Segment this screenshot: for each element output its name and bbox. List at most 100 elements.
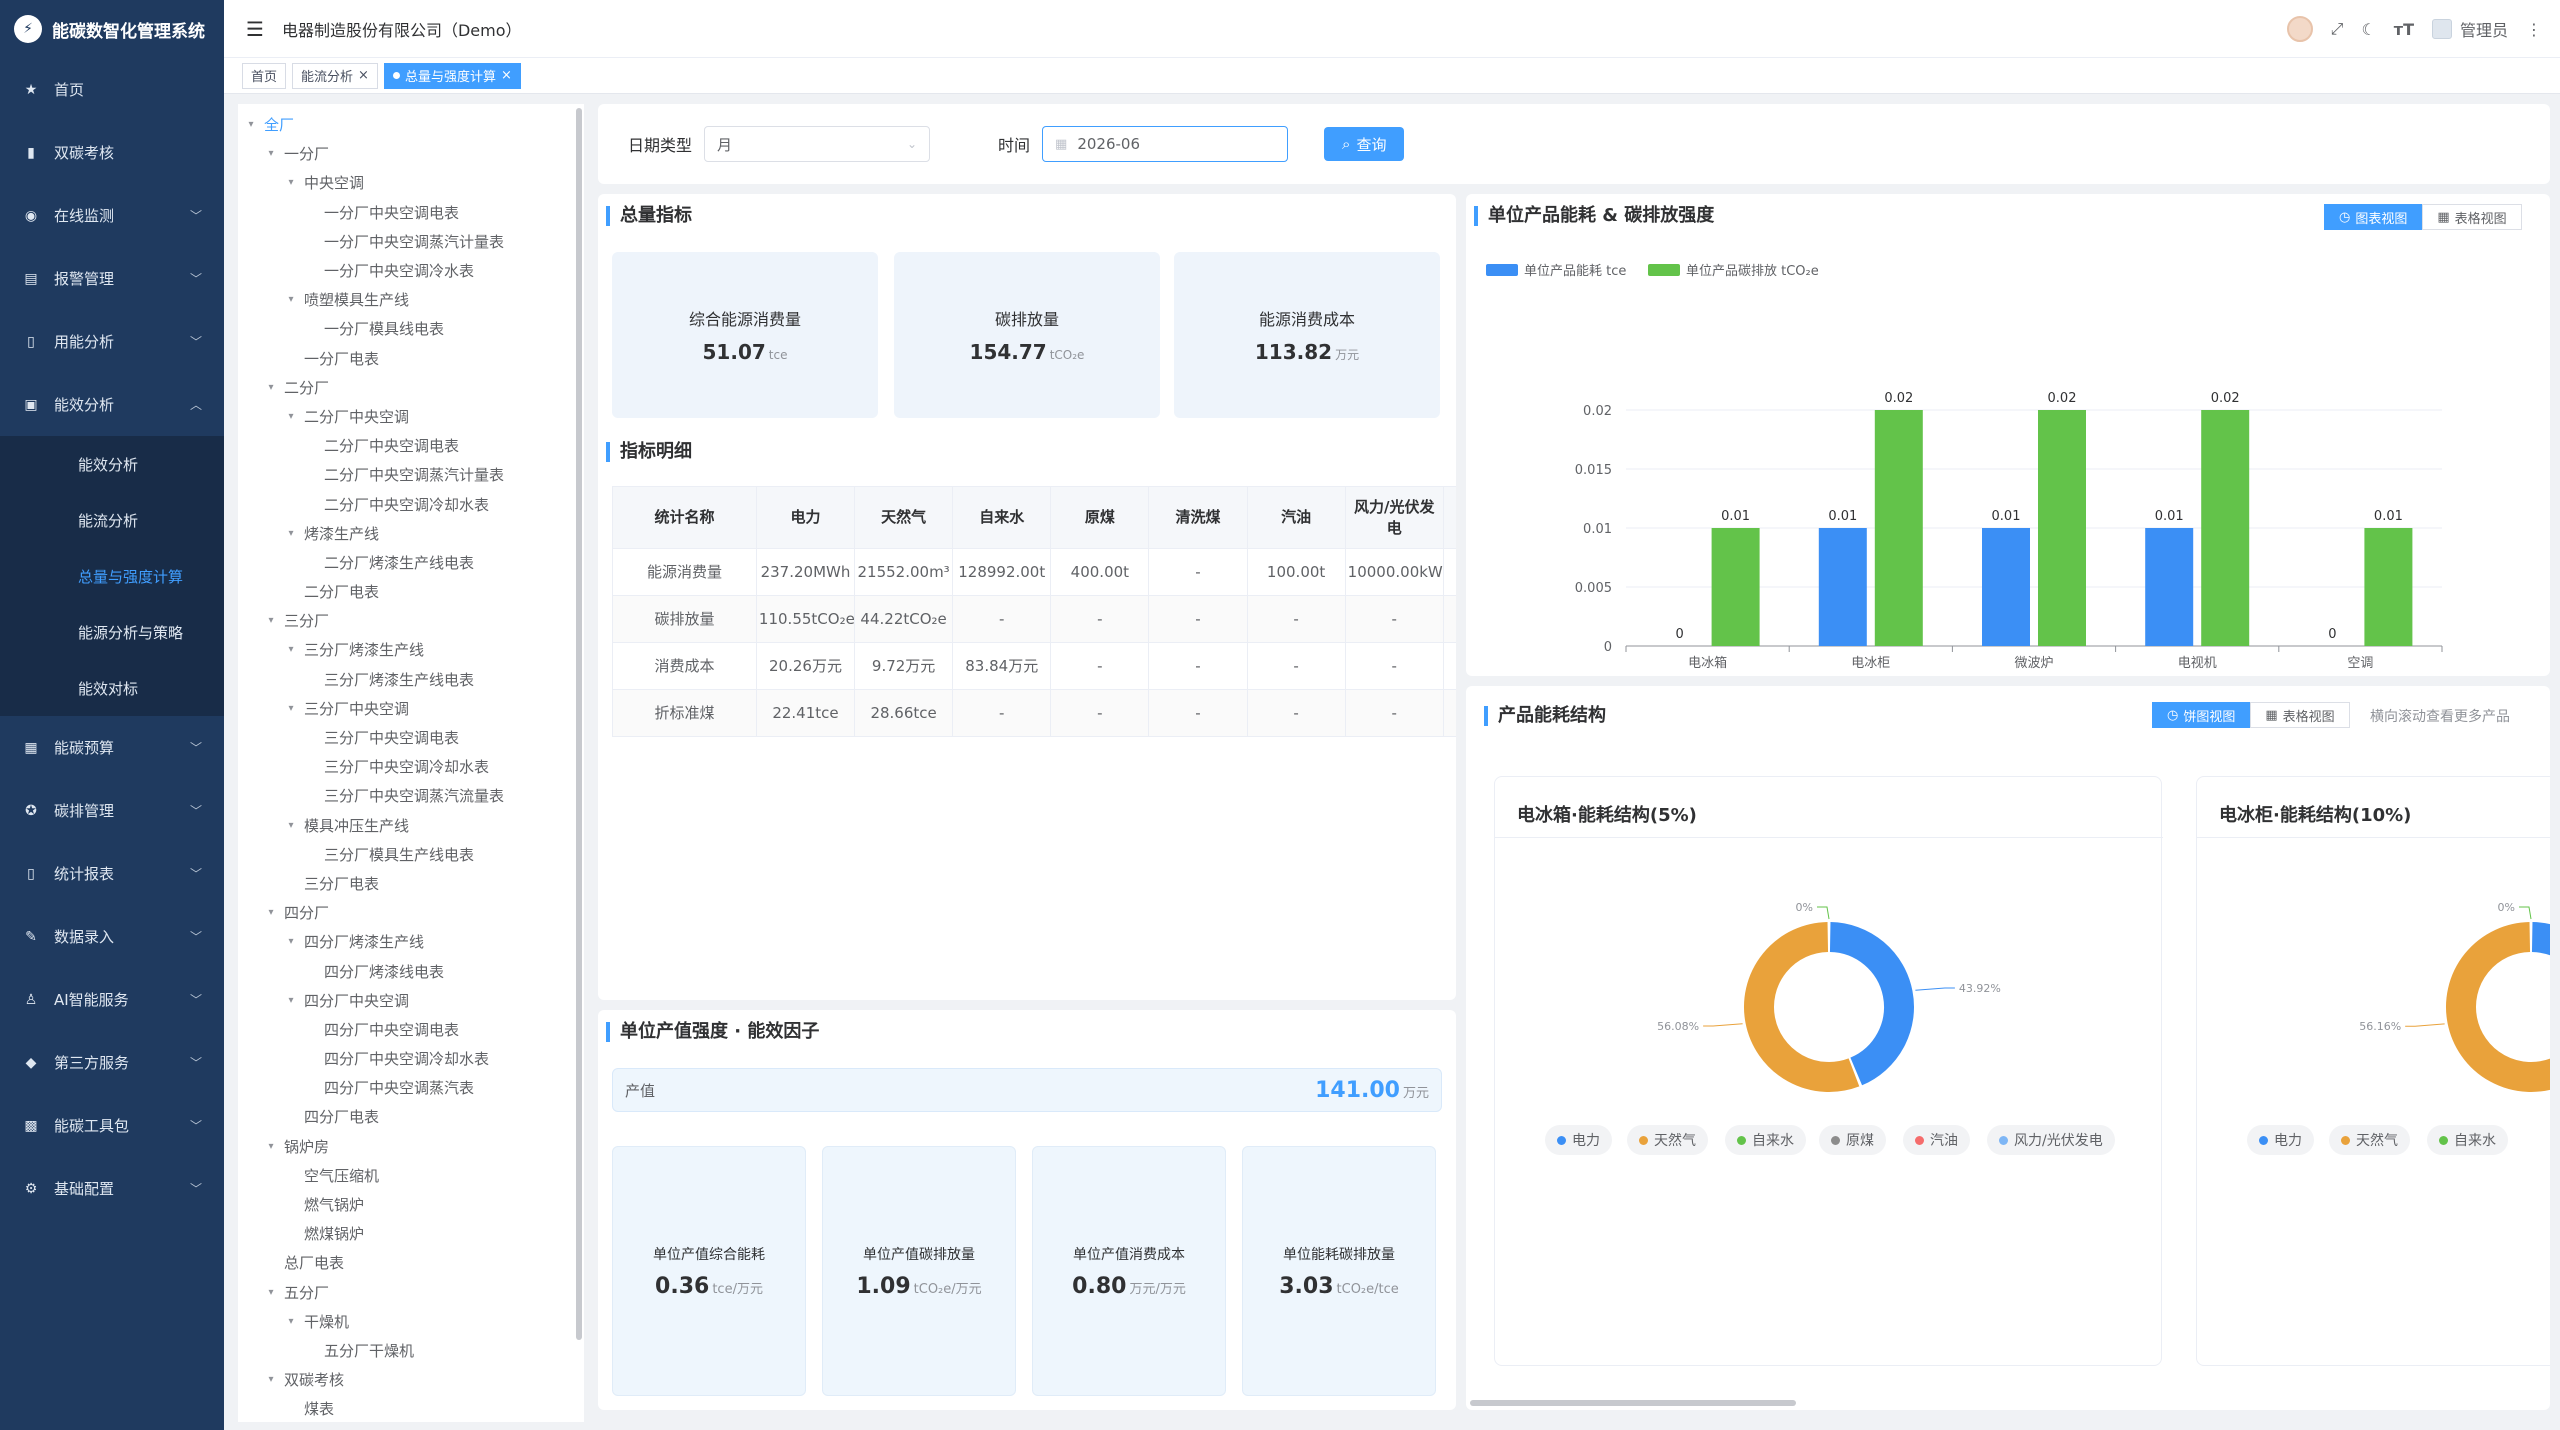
hamburger-icon[interactable]: ☰ bbox=[246, 16, 264, 41]
tree-node[interactable]: 一分厂中央空调冷水表 bbox=[238, 256, 584, 285]
table-view-button[interactable]: ▦ 表格视图 bbox=[2250, 702, 2350, 728]
submenu-item[interactable]: 能效分析 bbox=[78, 455, 139, 474]
tree-node[interactable]: 三分厂烤漆生产线电表 bbox=[238, 665, 584, 694]
submenu-item[interactable]: 能流分析 bbox=[78, 511, 139, 530]
close-icon[interactable]: × bbox=[358, 68, 369, 83]
submenu-item[interactable]: 总量与强度计算 bbox=[78, 567, 184, 586]
tree-node[interactable]: ▾ 烤漆生产线 bbox=[238, 519, 584, 548]
tree-node[interactable]: ▾ 中央空调 bbox=[238, 168, 584, 197]
tree-node[interactable]: ▾ 模具冲压生产线 bbox=[238, 811, 584, 840]
time-picker[interactable]: ▦ 2026-06 bbox=[1042, 126, 1289, 162]
tree-node[interactable]: 空气压缩机 bbox=[238, 1161, 584, 1190]
tree-node[interactable]: ▾ 喷塑模具生产线 bbox=[238, 285, 584, 314]
tree-node[interactable]: ▾ 三分厂 bbox=[238, 606, 584, 635]
tree-node[interactable]: ▾ 双碳考核 bbox=[238, 1365, 584, 1394]
tree-node[interactable]: 燃煤锅炉 bbox=[238, 1219, 584, 1248]
query-button[interactable]: ⌕ 查询 bbox=[1324, 127, 1405, 161]
caret-down-icon[interactable]: ▾ bbox=[268, 381, 274, 393]
caret-down-icon[interactable]: ▾ bbox=[268, 907, 274, 919]
tree-node[interactable]: 二分厂中央空调冷却水表 bbox=[238, 489, 584, 518]
tree-node[interactable]: 三分厂中央空调冷却水表 bbox=[238, 752, 584, 781]
caret-down-icon[interactable]: ▾ bbox=[248, 119, 254, 131]
tab-home[interactable]: 首页 bbox=[242, 62, 287, 89]
horizontal-scrollbar[interactable] bbox=[1470, 1400, 1796, 1406]
tree-node[interactable]: 四分厂电表 bbox=[238, 1102, 584, 1131]
caret-down-icon[interactable]: ▾ bbox=[288, 527, 294, 539]
tree-node[interactable]: 三分厂中央空调电表 bbox=[238, 723, 584, 752]
tree-node[interactable]: 四分厂中央空调冷却水表 bbox=[238, 1044, 584, 1073]
legend-chip[interactable]: 电力 bbox=[1545, 1125, 1612, 1155]
tree-node[interactable]: ▾ 一分厂 bbox=[238, 139, 584, 168]
caret-down-icon[interactable]: ▾ bbox=[268, 615, 274, 627]
tree-node[interactable]: 煤表 bbox=[238, 1394, 584, 1422]
tree-node[interactable]: ▾ 四分厂中央空调 bbox=[238, 986, 584, 1015]
tree-node[interactable]: 四分厂中央空调电表 bbox=[238, 1015, 584, 1044]
tree-node[interactable]: ▾ 二分厂中央空调 bbox=[238, 402, 584, 431]
legend-chip[interactable]: 自来水 bbox=[1725, 1125, 1806, 1155]
caret-down-icon[interactable]: ▾ bbox=[268, 1374, 274, 1386]
sidebar-item[interactable]: ▩ 能碳工具包 ﹀ bbox=[0, 1094, 224, 1157]
more-vertical-icon[interactable]: ⋮ bbox=[2526, 19, 2542, 39]
caret-down-icon[interactable]: ▾ bbox=[288, 644, 294, 656]
caret-down-icon[interactable]: ▾ bbox=[288, 410, 294, 422]
close-icon[interactable]: × bbox=[500, 68, 512, 83]
tree-node[interactable]: 二分厂烤漆生产线电表 bbox=[238, 548, 584, 577]
sidebar-item[interactable]: ▤ 报警管理 ﹀ bbox=[0, 247, 224, 310]
tree-node[interactable]: 三分厂中央空调蒸汽流量表 bbox=[238, 781, 584, 810]
tree-node[interactable]: 一分厂电表 bbox=[238, 344, 584, 373]
legend-chip[interactable]: 汽油 bbox=[1903, 1125, 1970, 1155]
sidebar-item[interactable]: ✪ 碳排管理 ﹀ bbox=[0, 779, 224, 842]
sidebar-item[interactable]: ◆ 第三方服务 ﹀ bbox=[0, 1031, 224, 1094]
tree-node[interactable]: 四分厂中央空调蒸汽表 bbox=[238, 1073, 584, 1102]
tree-node[interactable]: 三分厂模具生产线电表 bbox=[238, 840, 584, 869]
sidebar-item[interactable]: ★ 首页 bbox=[0, 58, 224, 121]
sidebar-item[interactable]: ▮ 双碳考核 bbox=[0, 121, 224, 184]
tree-node[interactable]: 一分厂模具线电表 bbox=[238, 314, 584, 343]
sidebar-item[interactable]: ⚙ 基础配置 ﹀ bbox=[0, 1157, 224, 1220]
legend-chip[interactable]: 风力/光伏发电 bbox=[1987, 1125, 2115, 1155]
date-type-select[interactable]: 月 ⌄ bbox=[704, 126, 931, 162]
legend-chip[interactable]: 天然气 bbox=[2329, 1125, 2410, 1155]
legend-chip[interactable]: 天然气 bbox=[1627, 1125, 1708, 1155]
caret-down-icon[interactable]: ▾ bbox=[288, 819, 294, 831]
tree-scrollbar[interactable] bbox=[576, 108, 582, 1340]
caret-down-icon[interactable]: ▾ bbox=[288, 177, 294, 189]
tree-node[interactable]: ▾ 全厂 bbox=[238, 110, 584, 139]
pie-view-button[interactable]: ◷ 饼图视图 bbox=[2152, 702, 2251, 728]
tree-node[interactable]: 一分厂中央空调电表 bbox=[238, 198, 584, 227]
legend-chip[interactable]: 原煤 bbox=[1819, 1125, 1886, 1155]
font-size-icon[interactable]: ᴛT bbox=[2393, 19, 2414, 39]
sidebar-item[interactable]: ▯ 统计报表 ﹀ bbox=[0, 842, 224, 905]
caret-down-icon[interactable]: ▾ bbox=[288, 294, 294, 306]
user-avatar-icon[interactable] bbox=[2286, 16, 2313, 42]
submenu-item[interactable]: 能源分析与策略 bbox=[78, 623, 184, 642]
table-view-button[interactable]: ▦ 表格视图 bbox=[2422, 204, 2522, 230]
sidebar-item[interactable]: ✎ 数据录入 ﹀ bbox=[0, 905, 224, 968]
tree-node[interactable]: ▾ 三分厂中央空调 bbox=[238, 694, 584, 723]
caret-down-icon[interactable]: ▾ bbox=[288, 1315, 294, 1327]
caret-down-icon[interactable]: ▾ bbox=[288, 994, 294, 1006]
tree-node[interactable]: 二分厂中央空调电表 bbox=[238, 431, 584, 460]
tree-node[interactable]: ▾ 四分厂 bbox=[238, 898, 584, 927]
tree-node[interactable]: 五分厂干燥机 bbox=[238, 1336, 584, 1365]
user-menu[interactable]: 管理员 bbox=[2431, 17, 2508, 41]
sidebar-item[interactable]: ▦ 能碳预算 ﹀ bbox=[0, 716, 224, 779]
legend-chip[interactable]: 自来水 bbox=[2427, 1125, 2508, 1155]
tree-node[interactable]: 一分厂中央空调蒸汽计量表 bbox=[238, 227, 584, 256]
caret-down-icon[interactable]: ▾ bbox=[288, 936, 294, 948]
tree-node[interactable]: 四分厂烤漆线电表 bbox=[238, 956, 584, 985]
moon-icon[interactable]: ☾ bbox=[2361, 19, 2376, 39]
tree-node[interactable]: 燃气锅炉 bbox=[238, 1190, 584, 1219]
tab-energy-flow[interactable]: 能流分析 × bbox=[292, 62, 378, 89]
chart-view-button[interactable]: ◷ 图表视图 bbox=[2324, 204, 2423, 230]
tree-node[interactable]: ▾ 干燥机 bbox=[238, 1307, 584, 1336]
caret-down-icon[interactable]: ▾ bbox=[268, 148, 274, 160]
sidebar-item[interactable]: ▣ 能效分析 ︿ bbox=[0, 373, 224, 436]
tree-node[interactable]: 二分厂中央空调蒸汽计量表 bbox=[238, 460, 584, 489]
tab-total-intensity[interactable]: 总量与强度计算 × bbox=[383, 62, 521, 89]
tree-node[interactable]: 总厂电表 bbox=[238, 1248, 584, 1277]
fullscreen-icon[interactable]: ⤢ bbox=[2330, 19, 2344, 38]
tree-node[interactable]: ▾ 锅炉房 bbox=[238, 1132, 584, 1161]
app-logo[interactable]: ⚡ 能碳数智化管理系统 bbox=[0, 0, 224, 58]
sidebar-item[interactable]: ◉ 在线监测 ﹀ bbox=[0, 184, 224, 247]
